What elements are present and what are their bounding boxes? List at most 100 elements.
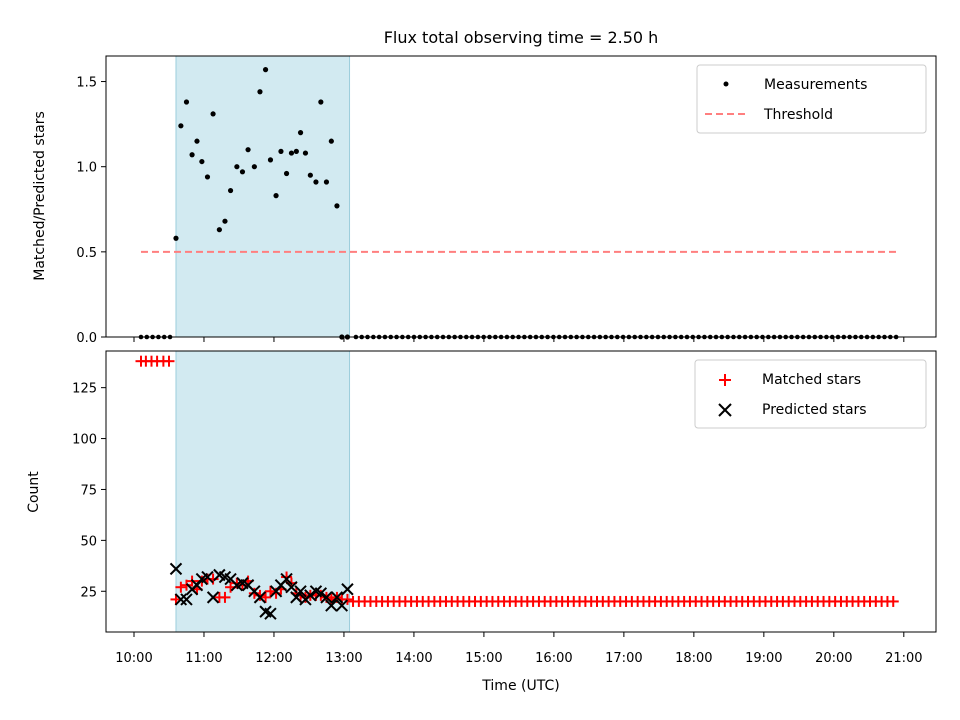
matched-star-marker: [254, 589, 266, 601]
top-y-tick-label: 0.5: [76, 246, 97, 261]
top-legend-box: [696, 64, 927, 134]
measurement-point: [199, 158, 205, 165]
measurement-point: [323, 179, 330, 185]
bottom-axes-frame: [105, 350, 937, 633]
measurement-point: [173, 235, 179, 241]
predicted-star-marker: [174, 593, 188, 606]
predicted-star-marker: [264, 607, 277, 620]
matched-star-marker: [236, 579, 248, 591]
top-axes-frame: [105, 55, 937, 338]
bottom-legend-box: [694, 359, 927, 429]
bottom-highlight-span: [175, 350, 351, 633]
measurement-point: [251, 164, 257, 170]
bottom-y-tick-label: 50: [80, 534, 97, 549]
predicted-star-marker: [201, 570, 214, 584]
measurement-point: [302, 150, 309, 156]
x-tick-label: 18:00: [675, 651, 712, 666]
measurement-point: [307, 172, 313, 178]
x-tick-label: 14:00: [395, 651, 432, 666]
legend-predicted-marker: [718, 403, 732, 417]
top-y-label: Matched/Predicted stars: [32, 111, 48, 281]
x-tick-label: 17:00: [605, 651, 642, 666]
measurement-point: [222, 218, 228, 224]
top-y-tick-label: 0.0: [76, 331, 97, 346]
legend-measurement-marker: [723, 81, 729, 87]
bottom-y-tick-label: 25: [80, 585, 97, 600]
measurement-point: [178, 123, 184, 129]
top-y-tick-label: 1.0: [76, 161, 97, 176]
matched-star-marker: [163, 355, 175, 367]
measurement-point: [278, 148, 284, 154]
measurement-point: [257, 89, 263, 95]
top-y-axis: 0.0 0.5 1.0 1.5: [76, 76, 106, 346]
bottom-y-tick-label: 100: [72, 433, 97, 448]
matched-star-marker: [260, 591, 272, 603]
predicted-star-marker: [280, 572, 293, 586]
measurement-point: [288, 150, 295, 156]
legend-measurements-label: Measurements: [764, 77, 867, 93]
x-tick-label: 19:00: [745, 651, 782, 666]
predicted-star-marker: [304, 589, 317, 602]
matched-star-marker: [175, 581, 187, 593]
predicted-star-marker: [314, 587, 328, 600]
measurement-point: [227, 187, 234, 194]
predicted-star-marker: [206, 591, 220, 604]
matched-star-marker: [180, 579, 192, 591]
measurement-point: [183, 99, 190, 105]
matched-star-marker: [341, 593, 353, 605]
predicted-star-marker: [320, 591, 333, 604]
top-highlight-span: [175, 55, 351, 338]
predicted-star-marker: [285, 580, 298, 594]
bottom-marks: [135, 355, 899, 620]
measurement-point: [267, 157, 274, 163]
bottom-y-tick-label: 75: [80, 483, 97, 498]
measurement-point: [262, 67, 269, 73]
bottom-y-label: Count: [26, 471, 42, 513]
x-tick-label: 20:00: [815, 651, 852, 666]
x-tick-label: 13:00: [325, 651, 362, 666]
measurement-point: [318, 99, 324, 105]
legend-matched-marker: [719, 374, 731, 386]
bottom-panel: 25 50 75 100 125 10:00 11:00 12:00 13:00 14:00 15…: [26, 350, 937, 666]
matched-star-marker: [231, 577, 243, 589]
x-tick-label: 10:00: [115, 651, 152, 666]
x-axis-label: Time (UTC): [481, 678, 559, 694]
matched-star-marker: [264, 585, 276, 597]
x-tick-label: 21:00: [885, 651, 922, 666]
x-tick-label: 11:00: [185, 651, 222, 666]
measurement-point: [194, 138, 200, 144]
measurement-point: [210, 111, 216, 117]
bottom-x-ticks: 10:00 11:00 12:00 13:00 14:00 15:00 16:00 17:00…: [115, 632, 923, 666]
measurement-point: [297, 130, 304, 136]
predicted-star-marker: [253, 591, 267, 604]
measurement-point: [293, 148, 299, 154]
predicted-star-marker: [330, 591, 344, 604]
bottom-y-axis: 25 50 75 100 125: [72, 382, 106, 600]
predicted-star-marker: [169, 562, 183, 576]
predicted-star-marker: [294, 585, 307, 598]
measurement-point: [245, 147, 251, 153]
measurement-point: [313, 179, 319, 185]
legend-threshold-label: Threshold: [763, 107, 833, 123]
top-y-tick-label: 1.5: [76, 76, 97, 91]
bottom-y-tick-label: 125: [72, 382, 97, 397]
chart-title: Flux total observing time = 2.50 h: [384, 28, 659, 47]
matched-star-marker: [248, 587, 260, 599]
matched-star-marker: [887, 595, 899, 607]
measurement-point: [216, 227, 222, 233]
measurement-point: [334, 203, 340, 209]
x-tick-label: 16:00: [535, 651, 572, 666]
measurement-point: [234, 164, 240, 170]
measurement-point: [189, 152, 195, 158]
predicted-star-marker: [325, 599, 338, 612]
top-x-ticks: [133, 337, 905, 342]
predicted-star-marker: [335, 599, 349, 612]
measurement-point: [283, 170, 290, 177]
bottom-legend: Matched stars Predicted stars: [694, 359, 927, 429]
measurement-point: [328, 138, 334, 144]
x-tick-label: 12:00: [255, 651, 292, 666]
legend-predicted-label: Predicted stars: [762, 402, 867, 418]
top-legend: Measurements Threshold: [696, 64, 927, 134]
predicted-star-marker: [290, 591, 303, 604]
